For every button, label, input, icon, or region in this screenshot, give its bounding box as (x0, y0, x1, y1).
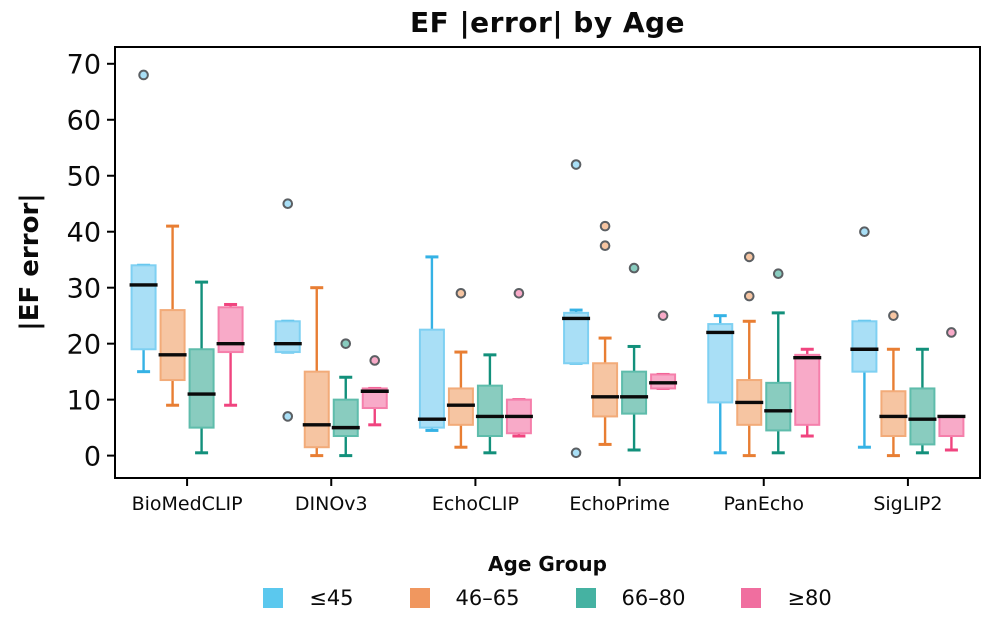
boxplot-box (707, 323, 734, 404)
boxplot-box (274, 320, 301, 354)
outlier-point (657, 310, 669, 321)
boxplot-box (851, 320, 878, 373)
legend-row: ≤45 46–65 66–80 ≥80 (263, 586, 832, 610)
chart-plot-area: 0 10 20 30 40 50 60 70 BioMedCLIP DINOv3 EchoCLIP E… (67, 46, 981, 515)
legend-swatch (575, 588, 596, 608)
boxplot-box (476, 384, 503, 438)
x-tick-label: DINOv3 (295, 493, 368, 515)
y-tick-label: 70 (67, 50, 101, 81)
legend-label: 66–80 (621, 586, 686, 610)
outlier-point (513, 287, 525, 299)
legend-item: 66–80 (575, 586, 686, 610)
x-tick-label: BioMedCLIP (132, 493, 243, 515)
boxplot-box (188, 348, 215, 429)
legend-item: 46–65 (409, 586, 520, 610)
y-tick-label: 20 (67, 329, 101, 360)
boxplot-box (592, 362, 619, 418)
boxplot-box (418, 328, 445, 429)
outlier-point (138, 69, 149, 81)
x-tick-label: EchoPrime (569, 493, 670, 515)
legend-item: ≤45 (263, 586, 354, 610)
outlier-point (743, 290, 755, 302)
outlier-point (340, 338, 352, 349)
y-tick-label: 60 (67, 105, 101, 136)
outlier-point (369, 355, 381, 366)
y-tick-label: 40 (67, 217, 101, 248)
boxplot-box (130, 264, 157, 351)
chart-title: EF |error| by Age (409, 6, 686, 39)
outlier-point (628, 262, 640, 274)
outlier-point (599, 240, 611, 252)
legend-item: ≥80 (741, 586, 832, 610)
legend-swatch (263, 588, 284, 608)
outlier-point (570, 447, 582, 459)
boxplot-box (909, 387, 936, 446)
legend-label: ≥80 (787, 586, 832, 610)
outlier-point (570, 159, 582, 170)
boxplot-box (794, 353, 821, 426)
boxplot-box (938, 415, 965, 438)
axis-frame (114, 46, 981, 479)
legend-swatch (741, 588, 762, 608)
boxplot-box (621, 370, 648, 415)
boxplot-box (159, 309, 186, 382)
boxplot-box (563, 311, 590, 365)
outlier-point (599, 220, 611, 232)
x-tick-label: EchoCLIP (432, 493, 519, 515)
legend: Age Group ≤45 46–65 66–80 ≥80 (115, 552, 980, 610)
boxplot-box (765, 381, 792, 432)
outlier-point (743, 251, 755, 263)
outlier-point (888, 310, 899, 321)
outlier-point (772, 268, 784, 279)
boxplot-box (361, 387, 388, 410)
legend-swatch (409, 588, 430, 608)
legend-label: ≤45 (309, 586, 354, 610)
outlier-point (282, 198, 294, 210)
boxplot-box (332, 398, 359, 438)
outlier-point (859, 226, 870, 238)
outlier-point (282, 411, 294, 422)
x-tick-label: SigLIP2 (873, 493, 942, 515)
boxplot-box (303, 370, 330, 449)
outlier-point (455, 287, 467, 299)
y-tick-label: 30 (67, 273, 101, 304)
outlier-point (946, 327, 957, 338)
boxplot-box (880, 390, 907, 438)
x-tick-label: PanEcho (724, 493, 804, 515)
y-tick-label: 10 (67, 385, 101, 416)
y-tick-label: 0 (84, 441, 101, 472)
legend-label: 46–65 (455, 586, 520, 610)
y-tick-label: 50 (67, 161, 101, 192)
legend-title: Age Group (488, 552, 607, 576)
